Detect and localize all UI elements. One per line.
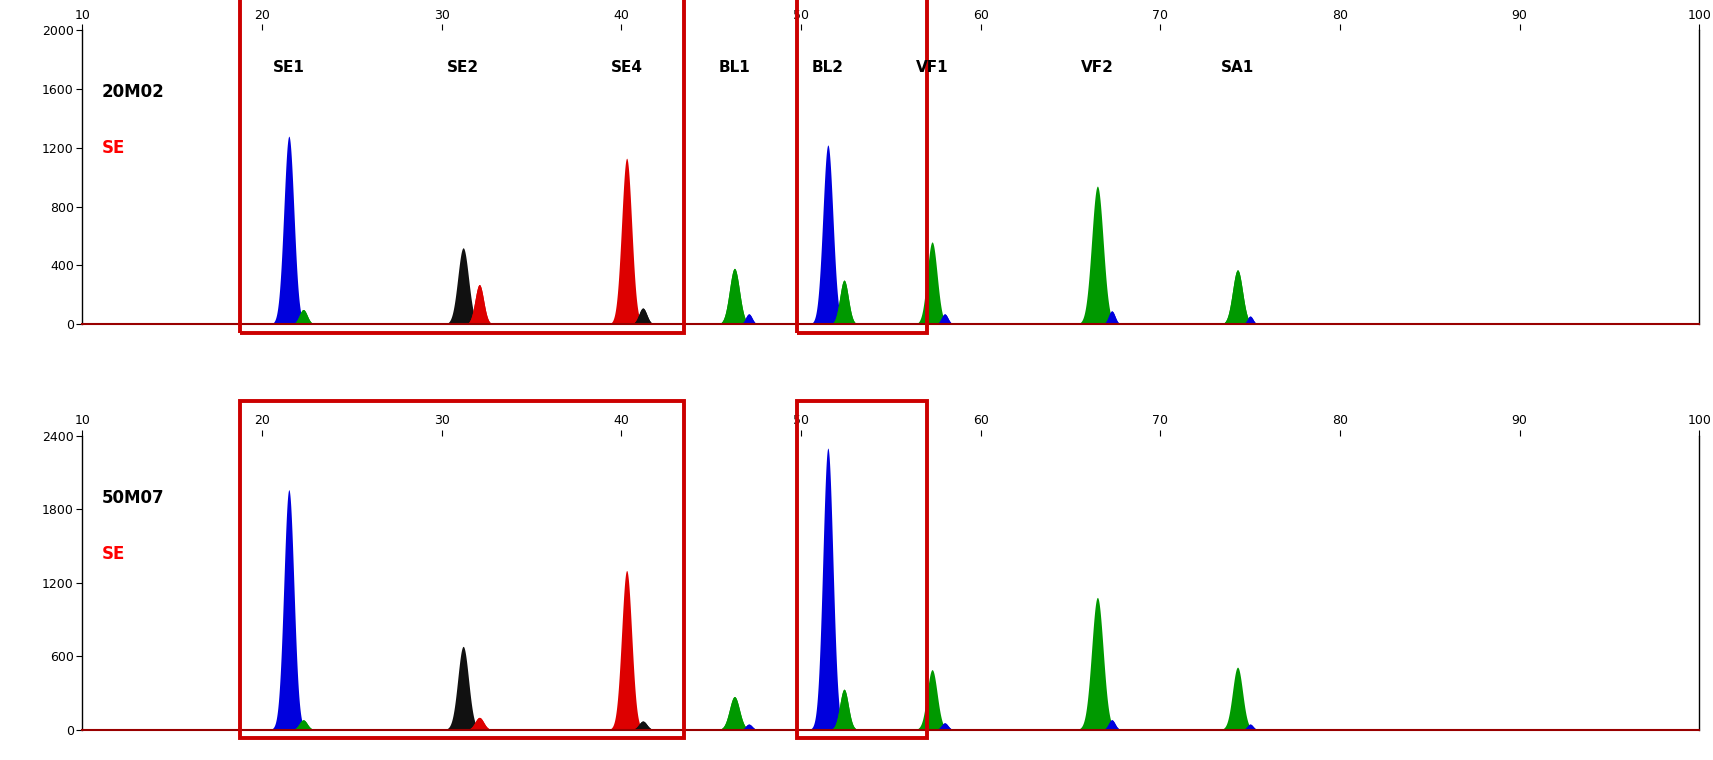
Bar (797, 401, 927, 739)
Bar (797, 0, 927, 333)
Bar (240, 401, 683, 739)
Bar (240, 0, 683, 333)
Text: VF2: VF2 (1081, 59, 1113, 74)
Text: SE2: SE2 (447, 59, 480, 74)
Text: BL1: BL1 (718, 59, 750, 74)
Text: BL2: BL2 (812, 59, 845, 74)
Text: 50M07: 50M07 (101, 489, 164, 507)
Text: SE4: SE4 (610, 59, 642, 74)
Text: SE: SE (101, 139, 125, 157)
Text: SE: SE (101, 544, 125, 562)
Text: SA1: SA1 (1221, 59, 1254, 74)
Text: 20M02: 20M02 (101, 84, 164, 101)
Text: SE1: SE1 (272, 59, 305, 74)
Text: VF1: VF1 (916, 59, 949, 74)
